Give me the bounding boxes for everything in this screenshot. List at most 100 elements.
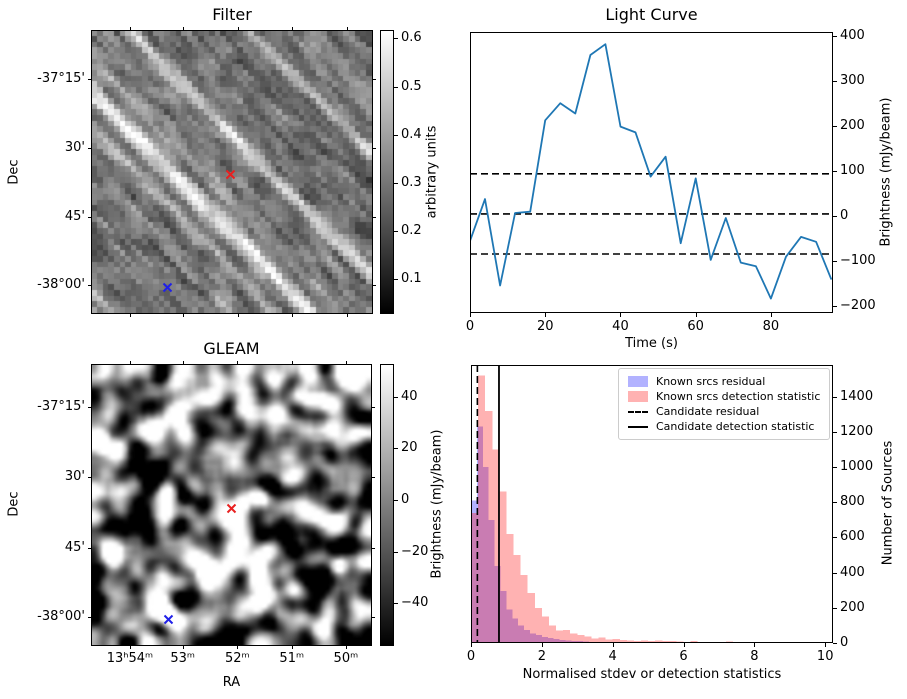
tick-mark: [545, 313, 547, 317]
tick-label: 200: [840, 599, 865, 615]
light-curve-title: Light Curve: [605, 5, 698, 24]
light-curve-plot: [470, 32, 833, 313]
gleam-candidate-marker: [226, 499, 237, 514]
histogram-bar: [577, 635, 585, 643]
x-marker-glyph: [163, 615, 173, 625]
histogram-bar: [492, 449, 500, 643]
tick-label: -38°00': [37, 609, 85, 624]
histogram-bar: [527, 593, 535, 643]
legend-swatch-dashed-line: [628, 410, 648, 413]
histogram-bar: [626, 640, 634, 643]
tick-mark: [541, 643, 543, 647]
tick-label: 80: [762, 319, 780, 334]
tick-label: −200: [840, 297, 876, 313]
tick-label: 1400: [840, 388, 874, 404]
tick-label: -37°15': [37, 399, 85, 414]
tick-label: 0: [840, 635, 849, 650]
tick-label: 0.3: [401, 174, 422, 190]
filter-known-source-marker: [162, 278, 173, 293]
tick-mark: [130, 27, 132, 31]
histogram-bar: [553, 639, 560, 643]
tick-mark: [292, 313, 294, 317]
tick-label: 600: [840, 529, 865, 545]
tick-label: 0: [401, 491, 410, 507]
histogram-bar: [478, 375, 486, 643]
tick-label: 13ʰ54ᵐ: [106, 651, 154, 666]
tick-mark: [237, 27, 239, 31]
legend-item: Known srcs residual: [628, 374, 821, 389]
tick-mark: [394, 182, 398, 184]
tick-mark: [346, 313, 348, 317]
x-marker-glyph: [225, 170, 235, 180]
tick-mark: [237, 645, 239, 649]
tick-label: 51ᵐ: [279, 651, 305, 666]
histogram-bar: [612, 639, 620, 643]
tick-mark: [833, 537, 837, 539]
tick-mark: [88, 477, 92, 478]
legend-label: Known srcs residual: [656, 374, 766, 388]
tick-mark: [394, 231, 398, 233]
histogram-bar: [565, 640, 572, 643]
tick-label: 45': [64, 209, 85, 225]
legend-swatch-pink-patch: [628, 391, 648, 402]
tick-label: 4: [608, 649, 617, 664]
tick-label: 0.6: [401, 30, 422, 46]
tick-label: 50ᵐ: [333, 651, 359, 666]
tick-label: 100: [840, 162, 865, 178]
histogram-bar: [648, 640, 656, 643]
histogram-bar: [471, 500, 477, 643]
histogram-y-axis-label: Number of Sources: [880, 440, 896, 566]
histogram-plot: [471, 365, 833, 643]
histogram-bar: [548, 625, 557, 643]
tick-label: 0: [466, 649, 476, 664]
legend-label: Candidate detection statistic: [656, 419, 815, 433]
tick-mark: [394, 499, 398, 501]
tick-mark: [371, 477, 375, 478]
histogram-x-axis-label: Normalised stdev or detection statistics: [522, 667, 782, 682]
plot-border: [470, 32, 833, 313]
filter-colorbar: [380, 30, 394, 314]
histogram-bar: [598, 637, 606, 643]
tick-mark: [88, 547, 92, 549]
tick-mark: [291, 361, 293, 365]
tick-mark: [345, 645, 347, 649]
tick-mark: [394, 134, 398, 136]
histogram-bar: [513, 555, 521, 643]
tick-mark: [372, 148, 376, 150]
tick-mark: [833, 502, 837, 504]
histogram-bar: [541, 616, 549, 643]
tick-label: 30': [64, 140, 85, 156]
histogram-bar: [547, 638, 554, 643]
tick-mark: [833, 396, 837, 398]
histogram-bar: [641, 640, 649, 643]
tick-mark: [88, 407, 92, 408]
tick-label: 0: [465, 319, 475, 334]
tick-mark: [372, 217, 376, 219]
tick-mark: [833, 260, 837, 262]
histogram-bar: [633, 640, 642, 643]
histogram-bar: [506, 609, 513, 643]
histogram-bar: [512, 618, 519, 643]
histogram-bar: [506, 533, 514, 643]
tick-mark: [394, 396, 398, 398]
tick-label: 2: [537, 649, 546, 664]
time-axis-label: Time (s): [625, 336, 678, 351]
tick-mark: [833, 431, 837, 433]
histogram-bar: [499, 491, 507, 643]
tick-label: 53ᵐ: [170, 651, 195, 666]
tick-label: 0.5: [401, 78, 422, 94]
filter-colorbar-label: arbitrary units: [424, 125, 440, 219]
histogram-bar: [530, 633, 536, 643]
tick-label: 20: [401, 440, 418, 456]
histogram-bar: [524, 629, 531, 643]
tick-mark: [833, 305, 837, 307]
tick-label: 52ᵐ: [225, 651, 250, 666]
tick-mark: [291, 645, 293, 649]
ra-axis-label: RA: [222, 675, 241, 690]
histogram-bar: [482, 467, 489, 643]
tick-mark: [683, 643, 685, 647]
tick-mark: [183, 27, 184, 31]
gleam-plot: [91, 364, 372, 646]
tick-label: −40: [401, 595, 429, 611]
